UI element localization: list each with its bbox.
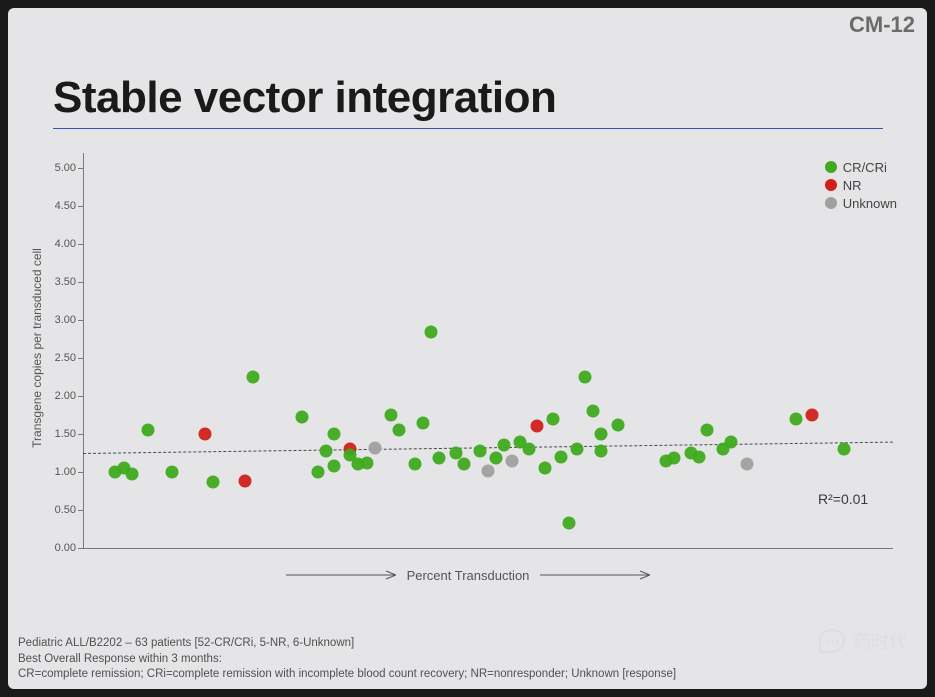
- data-point: [166, 466, 179, 479]
- y-tick-label: 2.50: [55, 352, 76, 364]
- data-point: [360, 456, 373, 469]
- data-point: [409, 458, 422, 471]
- data-point: [368, 441, 381, 454]
- title-underline: [53, 128, 883, 129]
- y-tick-label: 0.00: [55, 542, 76, 554]
- y-tick-label: 1.00: [55, 466, 76, 478]
- data-point: [417, 416, 430, 429]
- data-point: [789, 412, 802, 425]
- y-tick-label: 4.00: [55, 238, 76, 250]
- data-point: [392, 424, 405, 437]
- data-point: [384, 409, 397, 422]
- data-point: [425, 325, 438, 338]
- data-point: [328, 459, 341, 472]
- data-point: [506, 454, 519, 467]
- data-point: [595, 428, 608, 441]
- wechat-icon: [819, 629, 845, 653]
- data-point: [611, 418, 624, 431]
- data-point: [311, 466, 324, 479]
- plot-area: [83, 153, 893, 548]
- y-tick-label: 2.00: [55, 390, 76, 402]
- x-axis: [83, 548, 893, 549]
- data-point: [725, 435, 738, 448]
- data-point: [546, 412, 559, 425]
- footer-line-3: CR=complete remission; CRi=complete remi…: [18, 667, 676, 683]
- y-tick: [78, 434, 83, 435]
- data-point: [741, 458, 754, 471]
- page-title: Stable vector integration: [53, 73, 556, 123]
- y-tick: [78, 282, 83, 283]
- y-tick: [78, 168, 83, 169]
- data-point: [239, 475, 252, 488]
- data-point: [538, 462, 551, 475]
- data-point: [206, 475, 219, 488]
- footer-line-1: Pediatric ALL/B2202 – 63 patients [52-CR…: [18, 636, 676, 652]
- data-point: [595, 444, 608, 457]
- y-tick: [78, 548, 83, 549]
- trendline: [83, 442, 893, 454]
- data-point: [295, 411, 308, 424]
- slide: CM-12 Stable vector integration CR/CRiNR…: [8, 8, 927, 689]
- x-axis-label: Percent Transduction: [407, 568, 530, 583]
- data-point: [587, 405, 600, 418]
- data-point: [457, 458, 470, 471]
- y-tick-label: 5.00: [55, 162, 76, 174]
- y-tick: [78, 472, 83, 473]
- y-tick: [78, 358, 83, 359]
- data-point: [579, 371, 592, 384]
- x-axis-title: Percent Transduction: [28, 568, 908, 583]
- footer: Pediatric ALL/B2202 – 63 patients [52-CR…: [18, 636, 676, 683]
- scatter-chart: Transgene copies per transduced cell Per…: [28, 148, 908, 608]
- data-point: [522, 443, 535, 456]
- y-tick: [78, 206, 83, 207]
- data-point: [838, 443, 851, 456]
- y-tick-label: 0.50: [55, 504, 76, 516]
- y-tick-label: 1.50: [55, 428, 76, 440]
- y-tick-label: 3.50: [55, 276, 76, 288]
- data-point: [125, 468, 138, 481]
- data-point: [806, 409, 819, 422]
- y-tick: [78, 244, 83, 245]
- data-point: [473, 444, 486, 457]
- data-point: [328, 428, 341, 441]
- arrow-left-icon: [286, 570, 396, 580]
- data-point: [498, 439, 511, 452]
- data-point: [482, 464, 495, 477]
- y-axis-title: Transgene copies per transduced cell: [30, 248, 44, 448]
- data-point: [668, 452, 681, 465]
- data-point: [320, 444, 333, 457]
- watermark: 药时代: [819, 628, 907, 654]
- data-point: [530, 420, 543, 433]
- y-tick-label: 4.50: [55, 200, 76, 212]
- data-point: [433, 452, 446, 465]
- arrow-right-icon: [540, 570, 650, 580]
- data-point: [692, 450, 705, 463]
- data-point: [247, 371, 260, 384]
- y-tick: [78, 396, 83, 397]
- data-point: [198, 428, 211, 441]
- data-point: [490, 452, 503, 465]
- y-tick-label: 3.00: [55, 314, 76, 326]
- data-point: [700, 424, 713, 437]
- data-point: [141, 424, 154, 437]
- y-tick: [78, 510, 83, 511]
- watermark-text: 药时代: [853, 628, 907, 654]
- data-point: [563, 516, 576, 529]
- data-point: [554, 450, 567, 463]
- footer-line-2: Best Overall Response within 3 months:: [18, 652, 676, 668]
- y-tick: [78, 320, 83, 321]
- corner-label: CM-12: [849, 12, 915, 38]
- r-squared-label: R²=0.01: [818, 491, 868, 507]
- data-point: [571, 443, 584, 456]
